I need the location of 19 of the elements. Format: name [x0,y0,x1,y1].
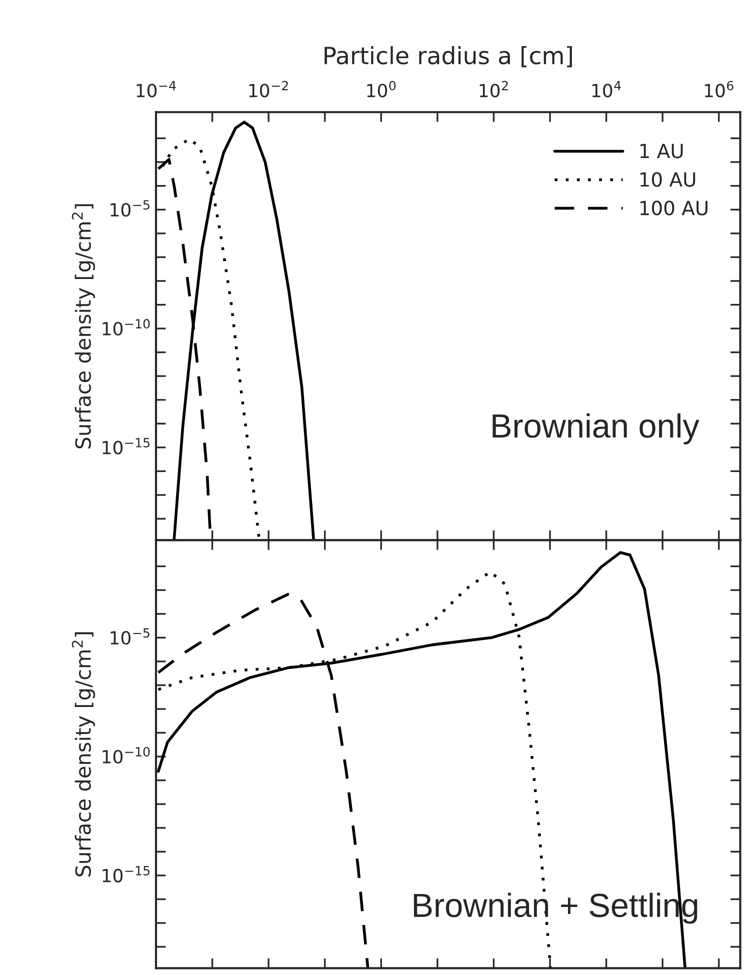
y-tick-label: 10$^{−5}$ [110,200,150,217]
legend-label: 100 AU [640,200,708,216]
legend-label: 10 AU [640,172,696,187]
y-tick-label: 10$^{−10}$ [102,746,150,764]
x-tick-label: 10$^{0}$ [367,80,396,98]
annotation: Brownian only [492,413,700,444]
x-axis-title: Particle radius a [cm] [324,46,572,68]
x-tick-label: 10$^{4}$ [592,81,621,98]
y-axis-title: Surface density [g/cm$^{2}$] [72,632,96,876]
y-tick-label: 10$^{−15}$ [102,438,150,454]
x-tick-label: 10$^{−2}$ [249,80,288,98]
y-tick-label: 10$^{−5}$ [110,628,150,645]
y-axis-title: Surface density [g/cm$^{2}$] [72,204,96,448]
y-tick-label: 10$^{−10}$ [102,318,150,336]
x-tick-label: 10$^{6}$ [704,80,734,98]
legend-label: 1 AU [640,144,683,158]
y-tick-label: 10$^{−15}$ [102,866,150,882]
x-tick-label: 10$^{2}$ [480,80,508,98]
x-tick-label: 10$^{−4}$ [136,81,176,98]
